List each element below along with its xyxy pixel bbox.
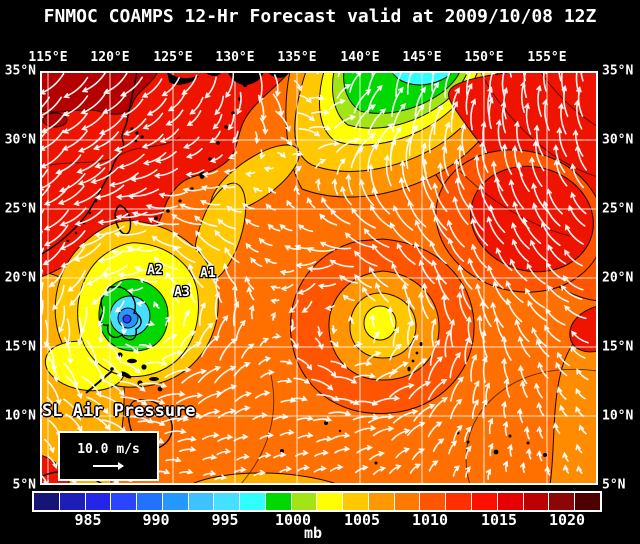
colorbar-cell-11 [317, 493, 343, 510]
lat-label-right-15°N: 15°N [602, 339, 634, 355]
colorbar-cell-10 [291, 493, 317, 510]
lat-label-left-35°N: 35°N [4, 63, 36, 79]
colorbar-cell-20 [549, 493, 575, 510]
colorbar-cell-19 [523, 493, 549, 510]
lat-label-right-30°N: 30°N [602, 132, 634, 148]
lat-label-left-20°N: 20°N [4, 270, 36, 286]
colorbar-tick-1010: 1010 [411, 511, 449, 529]
colorbar-cell-3 [111, 493, 137, 510]
colorbar-tick-1005: 1005 [343, 511, 381, 529]
lon-label-145°E: 145°E [402, 50, 442, 65]
wind-scale-box: 10.0 m/s [58, 431, 159, 481]
colorbar-cell-4 [137, 493, 162, 510]
colorbar-cell-7 [214, 493, 240, 510]
lon-label-115°E: 115°E [28, 50, 68, 65]
lon-label-120°E: 120°E [90, 50, 130, 65]
colorbar-cell-14 [394, 493, 420, 510]
lat-label-right-20°N: 20°N [602, 270, 634, 286]
lon-label-150°E: 150°E [464, 50, 504, 65]
lat-label-left-15°N: 15°N [4, 339, 36, 355]
colorbar-tick-1000: 1000 [274, 511, 312, 529]
colorbar-tick-1015: 1015 [480, 511, 518, 529]
colorbar-cell-12 [343, 493, 368, 510]
lon-label-130°E: 130°E [215, 50, 255, 65]
lat-label-left-5°N: 5°N [12, 477, 36, 493]
lon-label-140°E: 140°E [340, 50, 380, 65]
colorbar-cell-18 [497, 493, 523, 510]
colorbar-cell-0 [34, 493, 59, 510]
lat-label-left-25°N: 25°N [4, 201, 36, 217]
colorbar-cell-9 [265, 493, 291, 510]
colorbar-tick-990: 990 [142, 511, 170, 529]
colorbar-tick-1020: 1020 [548, 511, 586, 529]
lat-label-right-35°N: 35°N [602, 63, 634, 79]
field-label: SL Air Pressure [42, 401, 196, 421]
colorbar-tick-985: 985 [74, 511, 102, 529]
lat-label-left-30°N: 30°N [4, 132, 36, 148]
colorbar-cell-17 [472, 493, 497, 510]
lon-label-125°E: 125°E [153, 50, 193, 65]
pressure-colorbar [32, 491, 602, 512]
annotation-a2: A2 [147, 263, 163, 278]
page-title: FNMOC COAMPS 12-Hr Forecast valid at 200… [43, 6, 597, 27]
colorbar-tick-995: 995 [211, 511, 239, 529]
colorbar-cell-2 [85, 493, 111, 510]
annotation-a1: A1 [200, 266, 216, 281]
lat-label-right-5°N: 5°N [602, 477, 626, 493]
colorbar-cell-8 [240, 493, 265, 510]
annotation-a3: A3 [174, 285, 190, 300]
lat-label-right-10°N: 10°N [602, 408, 634, 424]
colorbar-cell-5 [162, 493, 188, 510]
colorbar-cell-13 [368, 493, 394, 510]
colorbar-cell-15 [420, 493, 446, 510]
lon-label-135°E: 135°E [277, 50, 317, 65]
colorbar-cell-6 [188, 493, 214, 510]
lat-label-left-10°N: 10°N [4, 408, 36, 424]
lon-label-155°E: 155°E [527, 50, 567, 65]
wind-scale-arrow-icon [93, 462, 124, 470]
colorbar-cell-16 [446, 493, 472, 510]
map-border [40, 71, 598, 485]
storm-annotations: A1 A2 A3 [146, 262, 217, 302]
colorbar-cell-1 [59, 493, 85, 510]
pressure-map-canvas: A1 A2 A3 [40, 71, 598, 485]
wind-scale-value: 10.0 m/s [77, 442, 140, 457]
island-dots [66, 82, 547, 465]
colorbar-units: mb [303, 524, 323, 542]
lat-label-right-25°N: 25°N [602, 201, 634, 217]
colorbar-cell-21 [575, 493, 600, 510]
